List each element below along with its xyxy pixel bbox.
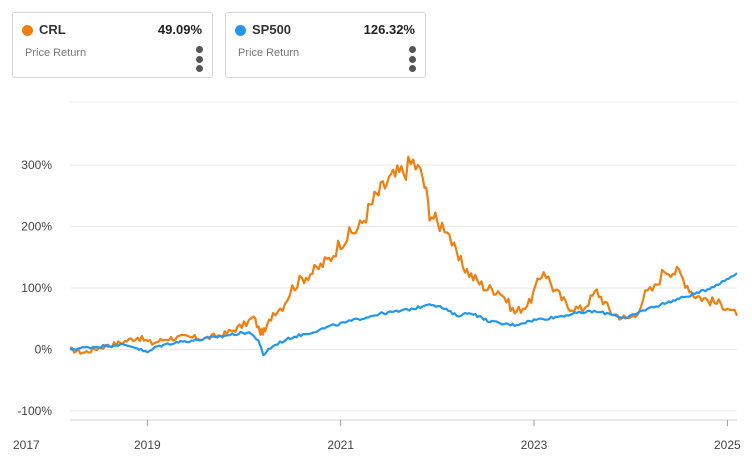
crl-return-value: 49.09% — [157, 22, 202, 37]
x-tick-label: 2025 — [714, 438, 741, 452]
x-tick-label: 2021 — [327, 438, 354, 452]
crl-color-dot — [22, 25, 33, 36]
y-tick-label: 300% — [21, 158, 52, 172]
y-tick-label: 200% — [21, 220, 52, 234]
crl-ticker: CRL — [39, 22, 66, 37]
crl-kebab-menu-icon[interactable] — [194, 46, 204, 74]
crl-legend-card[interactable]: CRL 49.09% Price Return — [12, 12, 213, 78]
sp500-return-value: 126.32% — [363, 22, 415, 37]
sp500-color-dot — [235, 25, 246, 36]
sp500-kebab-menu-icon[interactable] — [407, 46, 417, 74]
x-tick-label: 2017 — [13, 438, 40, 452]
y-tick-label: 100% — [21, 281, 52, 295]
y-tick-label: -100% — [17, 404, 52, 418]
sp500-legend-card[interactable]: SP500 126.32% Price Return — [225, 12, 426, 78]
y-tick-label: 0% — [35, 343, 53, 357]
sp500-subtitle: Price Return — [238, 47, 300, 59]
crl-line — [69, 155, 739, 355]
x-tick-label: 2023 — [521, 438, 548, 452]
sp500-ticker: SP500 — [252, 22, 292, 37]
x-tick-label: 2019 — [134, 438, 161, 452]
crl-subtitle: Price Return — [25, 47, 87, 59]
sp500-line — [69, 272, 738, 357]
